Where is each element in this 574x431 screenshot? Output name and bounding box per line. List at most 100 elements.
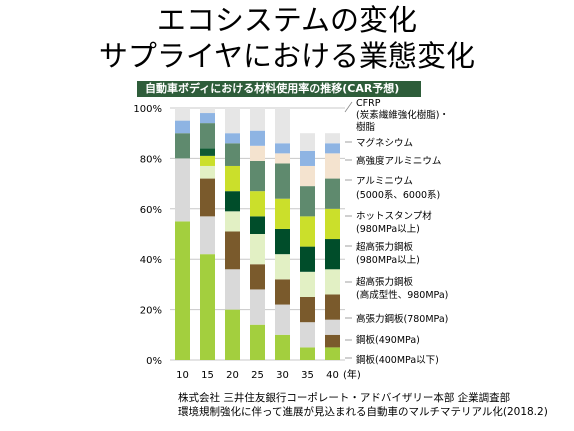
bar-segment xyxy=(225,211,240,232)
y-tick-label: 100% xyxy=(133,104,162,115)
bar-segment xyxy=(325,334,340,348)
bar-segment xyxy=(325,294,340,320)
bar-segment xyxy=(300,271,315,297)
y-tick-label: 20% xyxy=(140,306,162,317)
bar-segment xyxy=(250,289,265,325)
bar-segment xyxy=(250,145,265,161)
bar-segment xyxy=(300,246,315,272)
x-tick-label: 35 xyxy=(301,370,314,381)
bar-segment xyxy=(275,143,290,154)
legend-entry: アルミニウム xyxy=(356,176,413,187)
y-tick-label: 60% xyxy=(140,205,162,216)
legend-entry: 超高張力鋼板 xyxy=(356,241,414,253)
legend-leader-line xyxy=(344,101,353,113)
bar-segment xyxy=(300,186,315,217)
legend-entry: CFRP xyxy=(356,98,381,109)
bar-segment xyxy=(200,216,215,255)
legend-entry: 高張力鋼板(780MPa) xyxy=(356,313,448,325)
legend-entry: (5000系、6000系) xyxy=(356,190,440,201)
x-axis-unit: (年) xyxy=(343,368,361,381)
y-tick-label: 80% xyxy=(140,154,162,165)
bar-segment xyxy=(275,254,290,280)
bar-segment xyxy=(250,108,265,131)
bar-segment xyxy=(250,234,265,265)
bar-segment xyxy=(200,178,215,217)
bar-segment xyxy=(225,309,240,360)
bar-segment xyxy=(275,163,290,199)
x-tick-label: 10 xyxy=(176,370,189,381)
bar-segment xyxy=(300,133,315,151)
bar-segment xyxy=(300,322,315,348)
source-credit-line1: 株式会社 三井住友銀行コーポレート・アドバイザリー本部 企業調査部 xyxy=(178,392,511,404)
bar-segment xyxy=(325,153,340,179)
x-tick-label: 20 xyxy=(226,370,239,381)
slide-title-line2: サプライヤにおける業態変化 xyxy=(98,39,476,73)
x-tick-label: 25 xyxy=(251,370,264,381)
bar-segment xyxy=(225,191,240,212)
legend-entry: ホットスタンプ材 xyxy=(356,210,432,222)
bar-segment xyxy=(275,228,290,255)
bar-segment xyxy=(275,108,290,144)
bar-segment xyxy=(225,165,240,192)
bar-segment xyxy=(300,216,315,247)
y-tick-label: 0% xyxy=(146,356,162,367)
bar-segment xyxy=(325,269,340,295)
bar-segment xyxy=(200,165,215,179)
legend-entry: (高成型性、980MPa) xyxy=(356,289,448,301)
bar-segment xyxy=(175,120,190,134)
bar-segment xyxy=(250,264,265,290)
legend-entry: 鋼板(490MPa) xyxy=(356,334,420,346)
bar-segment xyxy=(175,133,190,159)
bar-segment xyxy=(250,160,265,192)
legend-entry: マグネシウム xyxy=(356,137,413,149)
bar-segment xyxy=(175,221,190,360)
bar-segment xyxy=(325,347,340,360)
bar-segment xyxy=(325,319,340,335)
bar-segment xyxy=(325,208,340,240)
bar-segment xyxy=(275,334,290,360)
x-tick-label: 15 xyxy=(201,370,214,381)
bar-segment xyxy=(200,108,215,114)
slide-title-line1: エコシステムの変化 xyxy=(156,3,418,37)
legend-entry: (980MPa以上) xyxy=(356,224,420,235)
bar-segment xyxy=(275,304,290,335)
bar-segment xyxy=(325,133,340,144)
legend-entry: (炭素繊維強化樹脂)・ xyxy=(356,109,449,121)
bar-segment xyxy=(250,191,265,217)
bar-segment xyxy=(275,153,290,164)
bar-segment xyxy=(325,143,340,154)
bar-segment xyxy=(225,133,240,144)
bar-segment xyxy=(300,297,315,323)
bar-segment xyxy=(300,150,315,166)
bar-segment xyxy=(300,347,315,360)
chart-title: 自動車ボディにおける材料使用率の推移(CAR予想) xyxy=(137,81,421,97)
bar-segment xyxy=(200,148,215,156)
x-tick-label: 40 xyxy=(326,370,339,381)
legend-entry: 樹脂 xyxy=(356,121,376,133)
legend-entry: 高強度アルミニウム xyxy=(356,155,441,167)
legend-entry: (980MPa以上) xyxy=(356,255,420,266)
bar-segment xyxy=(200,254,215,360)
bar-segment xyxy=(200,113,215,124)
bar-segment xyxy=(225,108,240,134)
bar-segment xyxy=(275,198,290,229)
y-tick-label: 40% xyxy=(140,255,162,266)
x-tick-label: 30 xyxy=(276,370,289,381)
bar-segment xyxy=(250,130,265,146)
bar-segment xyxy=(250,216,265,234)
bar-segment xyxy=(225,143,240,166)
bar-segment xyxy=(175,158,190,222)
legend-entry: 超高張力鋼板 xyxy=(356,276,414,288)
bar-segment xyxy=(325,178,340,209)
bar-segment xyxy=(250,324,265,360)
bar-segment xyxy=(225,269,240,310)
bar-segment xyxy=(325,239,340,270)
source-credit-line2: 環境規制強化に伴って進展が見込まれる自動車のマルチマテリアル化(2018.2) xyxy=(178,406,548,418)
bar-segment xyxy=(200,155,215,166)
bar-segment xyxy=(275,279,290,305)
bar-segment xyxy=(175,108,190,121)
bar-segment xyxy=(200,123,215,149)
bar-segment xyxy=(300,165,315,187)
bar-segment xyxy=(225,231,240,270)
